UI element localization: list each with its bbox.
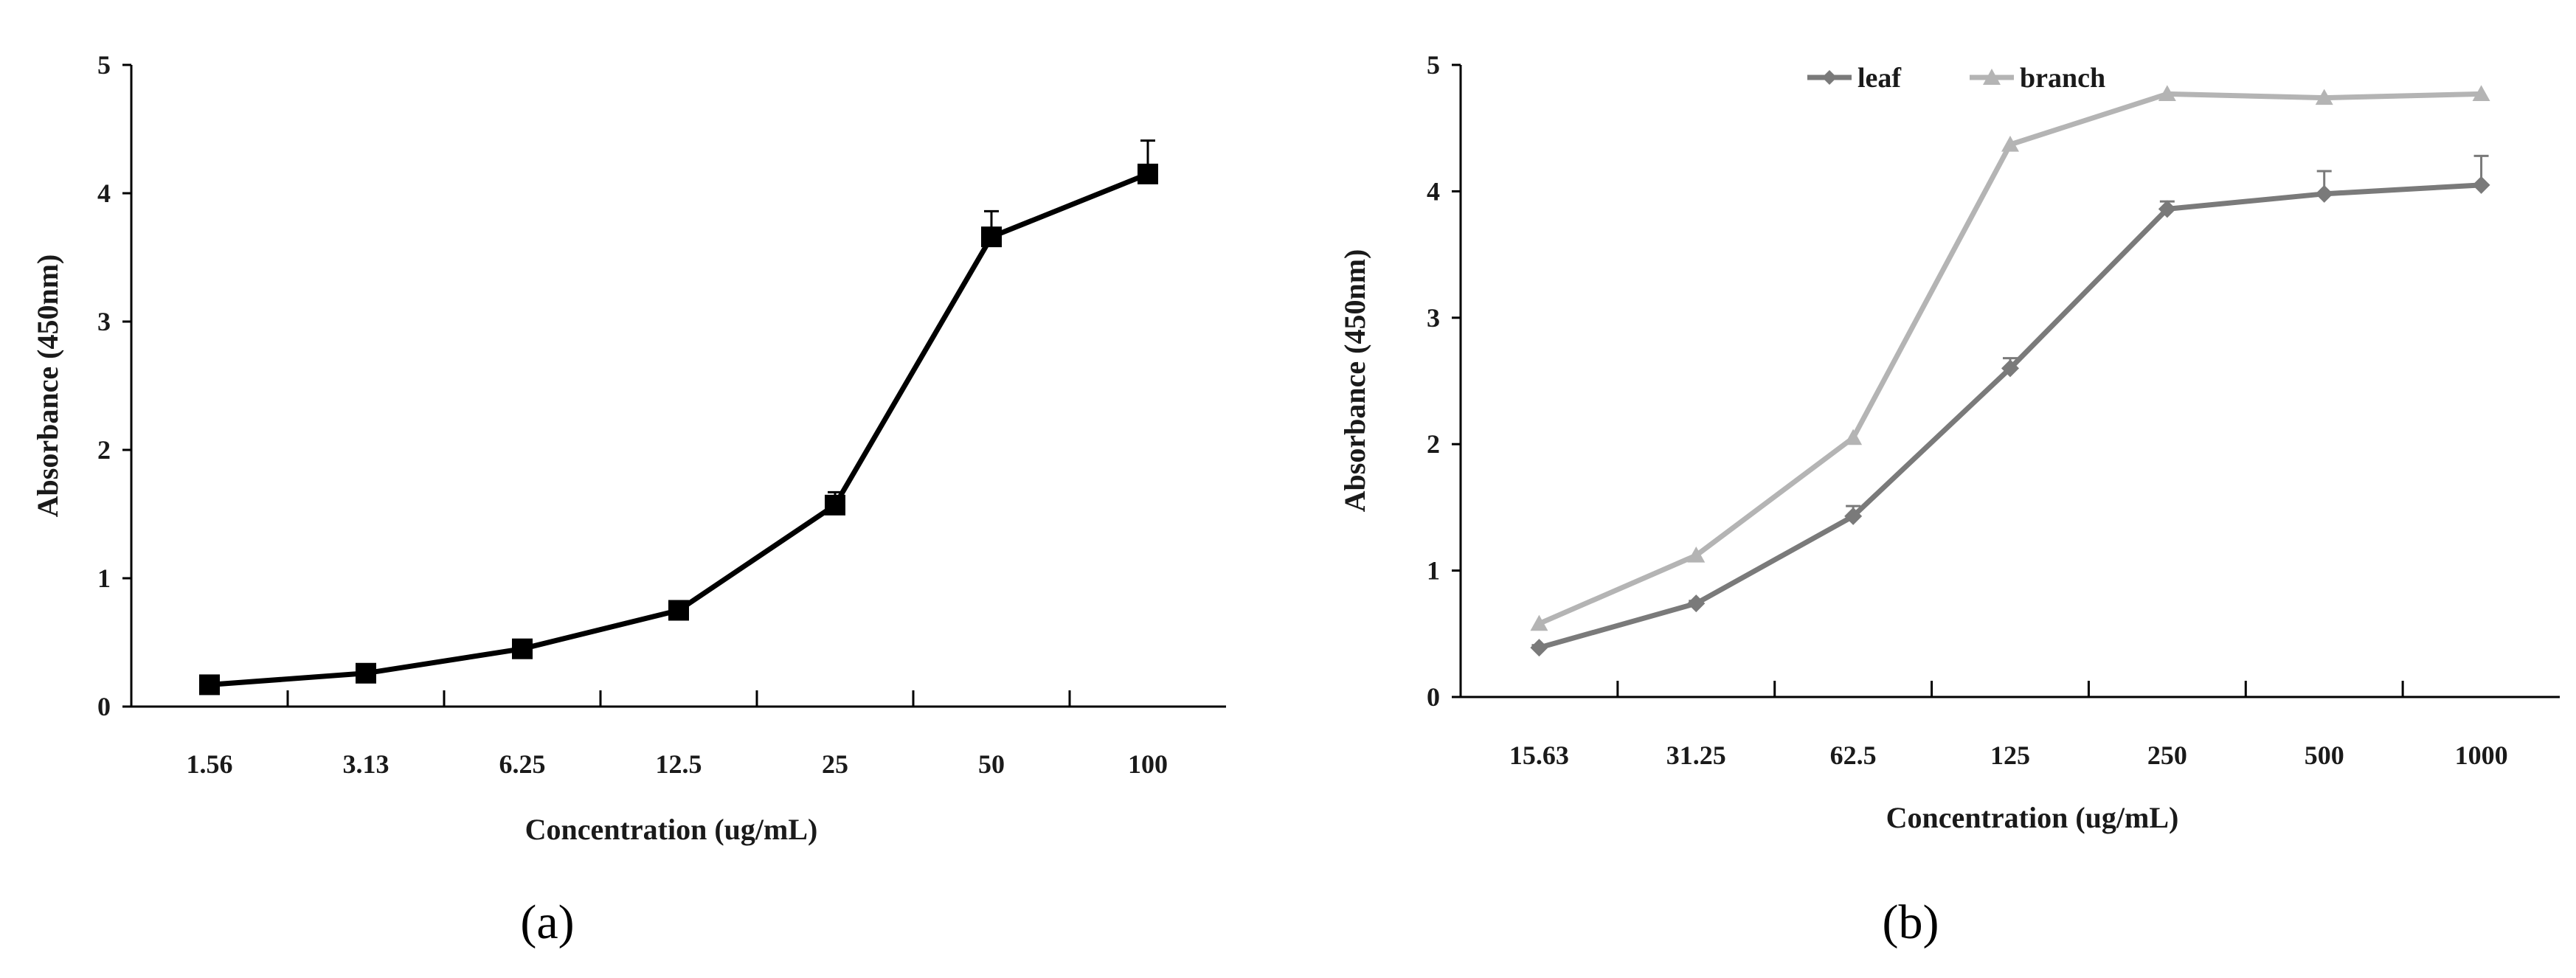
panel-b-x-tick-label: 1000 <box>2455 741 2508 770</box>
panel-b-x-tick-label: 15.63 <box>1509 741 1569 770</box>
panel-b-y-axis-title: Absorbance (450nm) <box>1338 249 1371 513</box>
panel-a-x-tick-label: 6.25 <box>499 749 546 779</box>
panel-a-x-tick-label: 50 <box>978 749 1005 779</box>
data-point <box>1138 163 1158 184</box>
panel-b-y-tick-label: 4 <box>1427 176 1440 206</box>
data-point-branch <box>2158 85 2176 102</box>
data-point <box>981 226 1002 248</box>
panel-b-y-tick-label: 2 <box>1427 429 1440 459</box>
data-point-leaf <box>2158 200 2176 218</box>
data-point <box>199 674 220 696</box>
panel-a-y-tick-label: 4 <box>97 178 111 208</box>
panel-a-label: (a) <box>520 895 574 949</box>
panel-b-chart: 0 1 2 3 4 5 15.63 31.25 62.5 125 250 500 1000 leaf … <box>1338 50 2560 949</box>
panel-a-x-axis-title: Concentration (ug/mL) <box>525 813 818 846</box>
data-point <box>512 638 533 659</box>
data-point-leaf <box>1844 507 1863 525</box>
panel-b-y-tick-label: 5 <box>1427 50 1440 80</box>
panel-b-x-tick-label: 250 <box>2147 741 2187 770</box>
panel-b-y-tick-label: 3 <box>1427 303 1440 333</box>
panel-b-y-tick-label: 1 <box>1427 556 1440 586</box>
panel-b-y-tick-label: 0 <box>1427 682 1440 712</box>
panel-a-y-tick-label: 3 <box>97 307 111 336</box>
legend-leaf-diamond-icon <box>1822 70 1837 85</box>
data-point-branch <box>2472 85 2490 102</box>
data-point-branch <box>1844 429 1863 445</box>
panel-a-x-tick-label: 1.56 <box>187 749 233 779</box>
panel-b-label: (b) <box>1883 895 1939 949</box>
data-point-leaf <box>2001 359 2019 378</box>
panel-a-y-tick-label: 1 <box>97 563 111 593</box>
data-point-leaf <box>2472 176 2490 194</box>
data-point <box>668 600 689 621</box>
panel-b-x-tick-label: 62.5 <box>1830 741 1877 770</box>
panel-b-x-axis-title: Concentration (ug/mL) <box>1886 801 2179 834</box>
data-point-leaf <box>1530 639 1548 657</box>
panel-b-x-tick-label: 125 <box>1990 741 2030 770</box>
data-point-branch <box>2001 135 2019 152</box>
panel-a-y-axis-title: Absorbance (450nm) <box>31 254 64 518</box>
legend-branch-label: branch <box>2020 63 2105 94</box>
data-point-branch <box>1530 614 1548 631</box>
panel-a-y-tick-label: 2 <box>97 435 111 465</box>
panel-a-x-tick-label: 3.13 <box>343 749 389 779</box>
panel-b-x-tick-label: 31.25 <box>1666 741 1726 770</box>
data-point-branch <box>2315 89 2333 105</box>
legend-leaf-label: leaf <box>1857 63 1902 94</box>
data-point <box>356 662 376 684</box>
panel-a-chart: 0 1 2 3 4 5 1.56 3.13 6.25 12.5 25 50 100 Concentra… <box>31 50 1226 949</box>
panel-b-legend: leaf branch <box>1807 63 2105 94</box>
data-point-branch <box>1687 547 1706 563</box>
data-point-leaf <box>1687 594 1706 613</box>
panel-a-x-tick-label: 12.5 <box>656 749 702 779</box>
panel-b-x-tick-label: 500 <box>2305 741 2344 770</box>
panel-a-x-tick-label: 25 <box>822 749 848 779</box>
legend-branch-triangle-icon <box>1983 69 2001 85</box>
data-point <box>825 494 845 516</box>
panel-a-y-tick-label: 0 <box>97 692 111 721</box>
panel-a-y-tick-label: 5 <box>97 50 111 80</box>
panel-a-x-tick-label: 100 <box>1128 749 1168 779</box>
data-point-leaf <box>2315 184 2333 203</box>
